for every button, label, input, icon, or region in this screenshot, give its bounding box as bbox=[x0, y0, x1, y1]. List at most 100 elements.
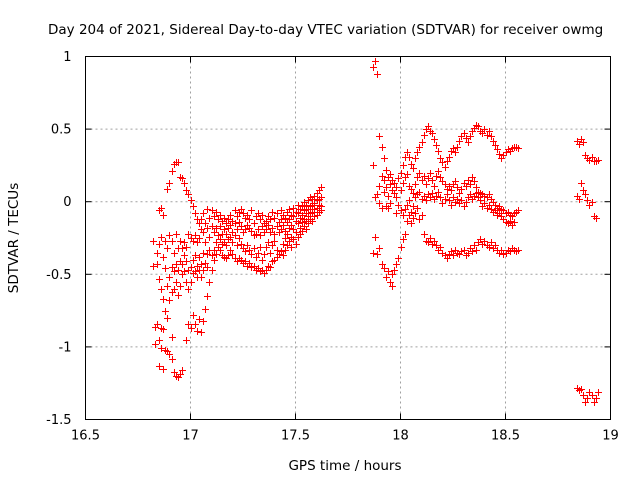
data-point bbox=[248, 207, 255, 214]
data-point bbox=[458, 186, 465, 193]
data-point bbox=[580, 187, 587, 194]
data-point bbox=[595, 389, 602, 396]
data-point bbox=[463, 199, 470, 206]
data-point bbox=[280, 222, 287, 229]
data-point bbox=[232, 220, 239, 227]
data-point bbox=[242, 226, 249, 233]
data-point bbox=[169, 334, 176, 341]
data-point bbox=[383, 167, 390, 174]
data-point bbox=[404, 218, 411, 225]
data-point bbox=[486, 244, 493, 251]
data-point bbox=[431, 183, 438, 190]
data-point bbox=[255, 226, 262, 233]
data-point bbox=[293, 241, 300, 248]
data-point bbox=[467, 181, 474, 188]
data-point bbox=[280, 252, 287, 259]
data-point bbox=[303, 226, 310, 233]
data-point bbox=[150, 263, 157, 270]
data-point bbox=[251, 245, 258, 252]
data-point bbox=[295, 210, 302, 217]
data-point bbox=[500, 152, 507, 159]
data-point bbox=[446, 197, 453, 204]
y-axis-label: SDTVAR / TECUs bbox=[6, 183, 22, 293]
data-point bbox=[166, 232, 173, 239]
data-point bbox=[192, 321, 199, 328]
data-point bbox=[465, 139, 472, 146]
data-point bbox=[183, 187, 190, 194]
data-point bbox=[156, 363, 163, 370]
data-point bbox=[278, 226, 285, 233]
data-point bbox=[381, 177, 388, 184]
data-point bbox=[584, 395, 591, 402]
data-point bbox=[515, 247, 522, 254]
data-point bbox=[271, 257, 278, 264]
data-point bbox=[427, 170, 434, 177]
data-point bbox=[269, 242, 276, 249]
data-point bbox=[461, 130, 468, 137]
data-point bbox=[421, 173, 428, 180]
x-tick-label: 18.5 bbox=[491, 429, 520, 444]
x-tick-label: 17.5 bbox=[281, 429, 310, 444]
data-point bbox=[389, 271, 396, 278]
data-point bbox=[303, 202, 310, 209]
data-point bbox=[263, 244, 270, 251]
data-point bbox=[284, 231, 291, 238]
data-point bbox=[198, 274, 205, 281]
data-point bbox=[589, 154, 596, 161]
data-point bbox=[200, 318, 207, 325]
data-point bbox=[387, 279, 394, 286]
data-point bbox=[576, 141, 583, 148]
data-point bbox=[311, 213, 318, 220]
data-point bbox=[171, 369, 178, 376]
data-point bbox=[435, 168, 442, 175]
data-point bbox=[410, 165, 417, 172]
data-point bbox=[211, 247, 218, 254]
data-point bbox=[185, 321, 192, 328]
data-points bbox=[150, 58, 602, 406]
data-point bbox=[427, 194, 434, 201]
data-point bbox=[416, 144, 423, 151]
data-point bbox=[484, 132, 491, 139]
data-point bbox=[267, 264, 274, 271]
data-point bbox=[416, 189, 423, 196]
data-point bbox=[429, 190, 436, 197]
data-point bbox=[414, 174, 421, 181]
data-point bbox=[196, 235, 203, 242]
data-point bbox=[586, 389, 593, 396]
data-point bbox=[271, 215, 278, 222]
data-point bbox=[463, 183, 470, 190]
data-point bbox=[236, 219, 243, 226]
data-point bbox=[370, 162, 377, 169]
data-point bbox=[578, 386, 585, 393]
data-point bbox=[492, 242, 499, 249]
x-tick-label: 17 bbox=[182, 429, 199, 444]
data-point bbox=[582, 191, 589, 198]
data-point bbox=[379, 173, 386, 180]
data-point bbox=[267, 216, 274, 223]
data-point bbox=[284, 242, 291, 249]
data-point bbox=[511, 219, 518, 226]
data-point bbox=[185, 267, 192, 274]
data-point bbox=[162, 265, 169, 272]
data-point bbox=[408, 220, 415, 227]
data-point bbox=[393, 210, 400, 217]
data-point bbox=[423, 181, 430, 188]
data-point bbox=[450, 145, 457, 152]
data-point bbox=[582, 399, 589, 406]
data-point bbox=[229, 239, 236, 246]
data-point bbox=[488, 239, 495, 246]
data-point bbox=[246, 247, 253, 254]
data-point bbox=[183, 244, 190, 251]
data-point bbox=[181, 239, 188, 246]
data-point bbox=[248, 228, 255, 235]
data-point bbox=[431, 136, 438, 143]
data-point bbox=[419, 212, 426, 219]
data-point bbox=[431, 238, 438, 245]
data-point bbox=[267, 229, 274, 236]
data-point bbox=[395, 175, 402, 182]
data-point bbox=[198, 216, 205, 223]
data-point bbox=[376, 245, 383, 252]
data-point bbox=[251, 263, 258, 270]
data-point bbox=[404, 171, 411, 178]
data-point bbox=[473, 247, 480, 254]
